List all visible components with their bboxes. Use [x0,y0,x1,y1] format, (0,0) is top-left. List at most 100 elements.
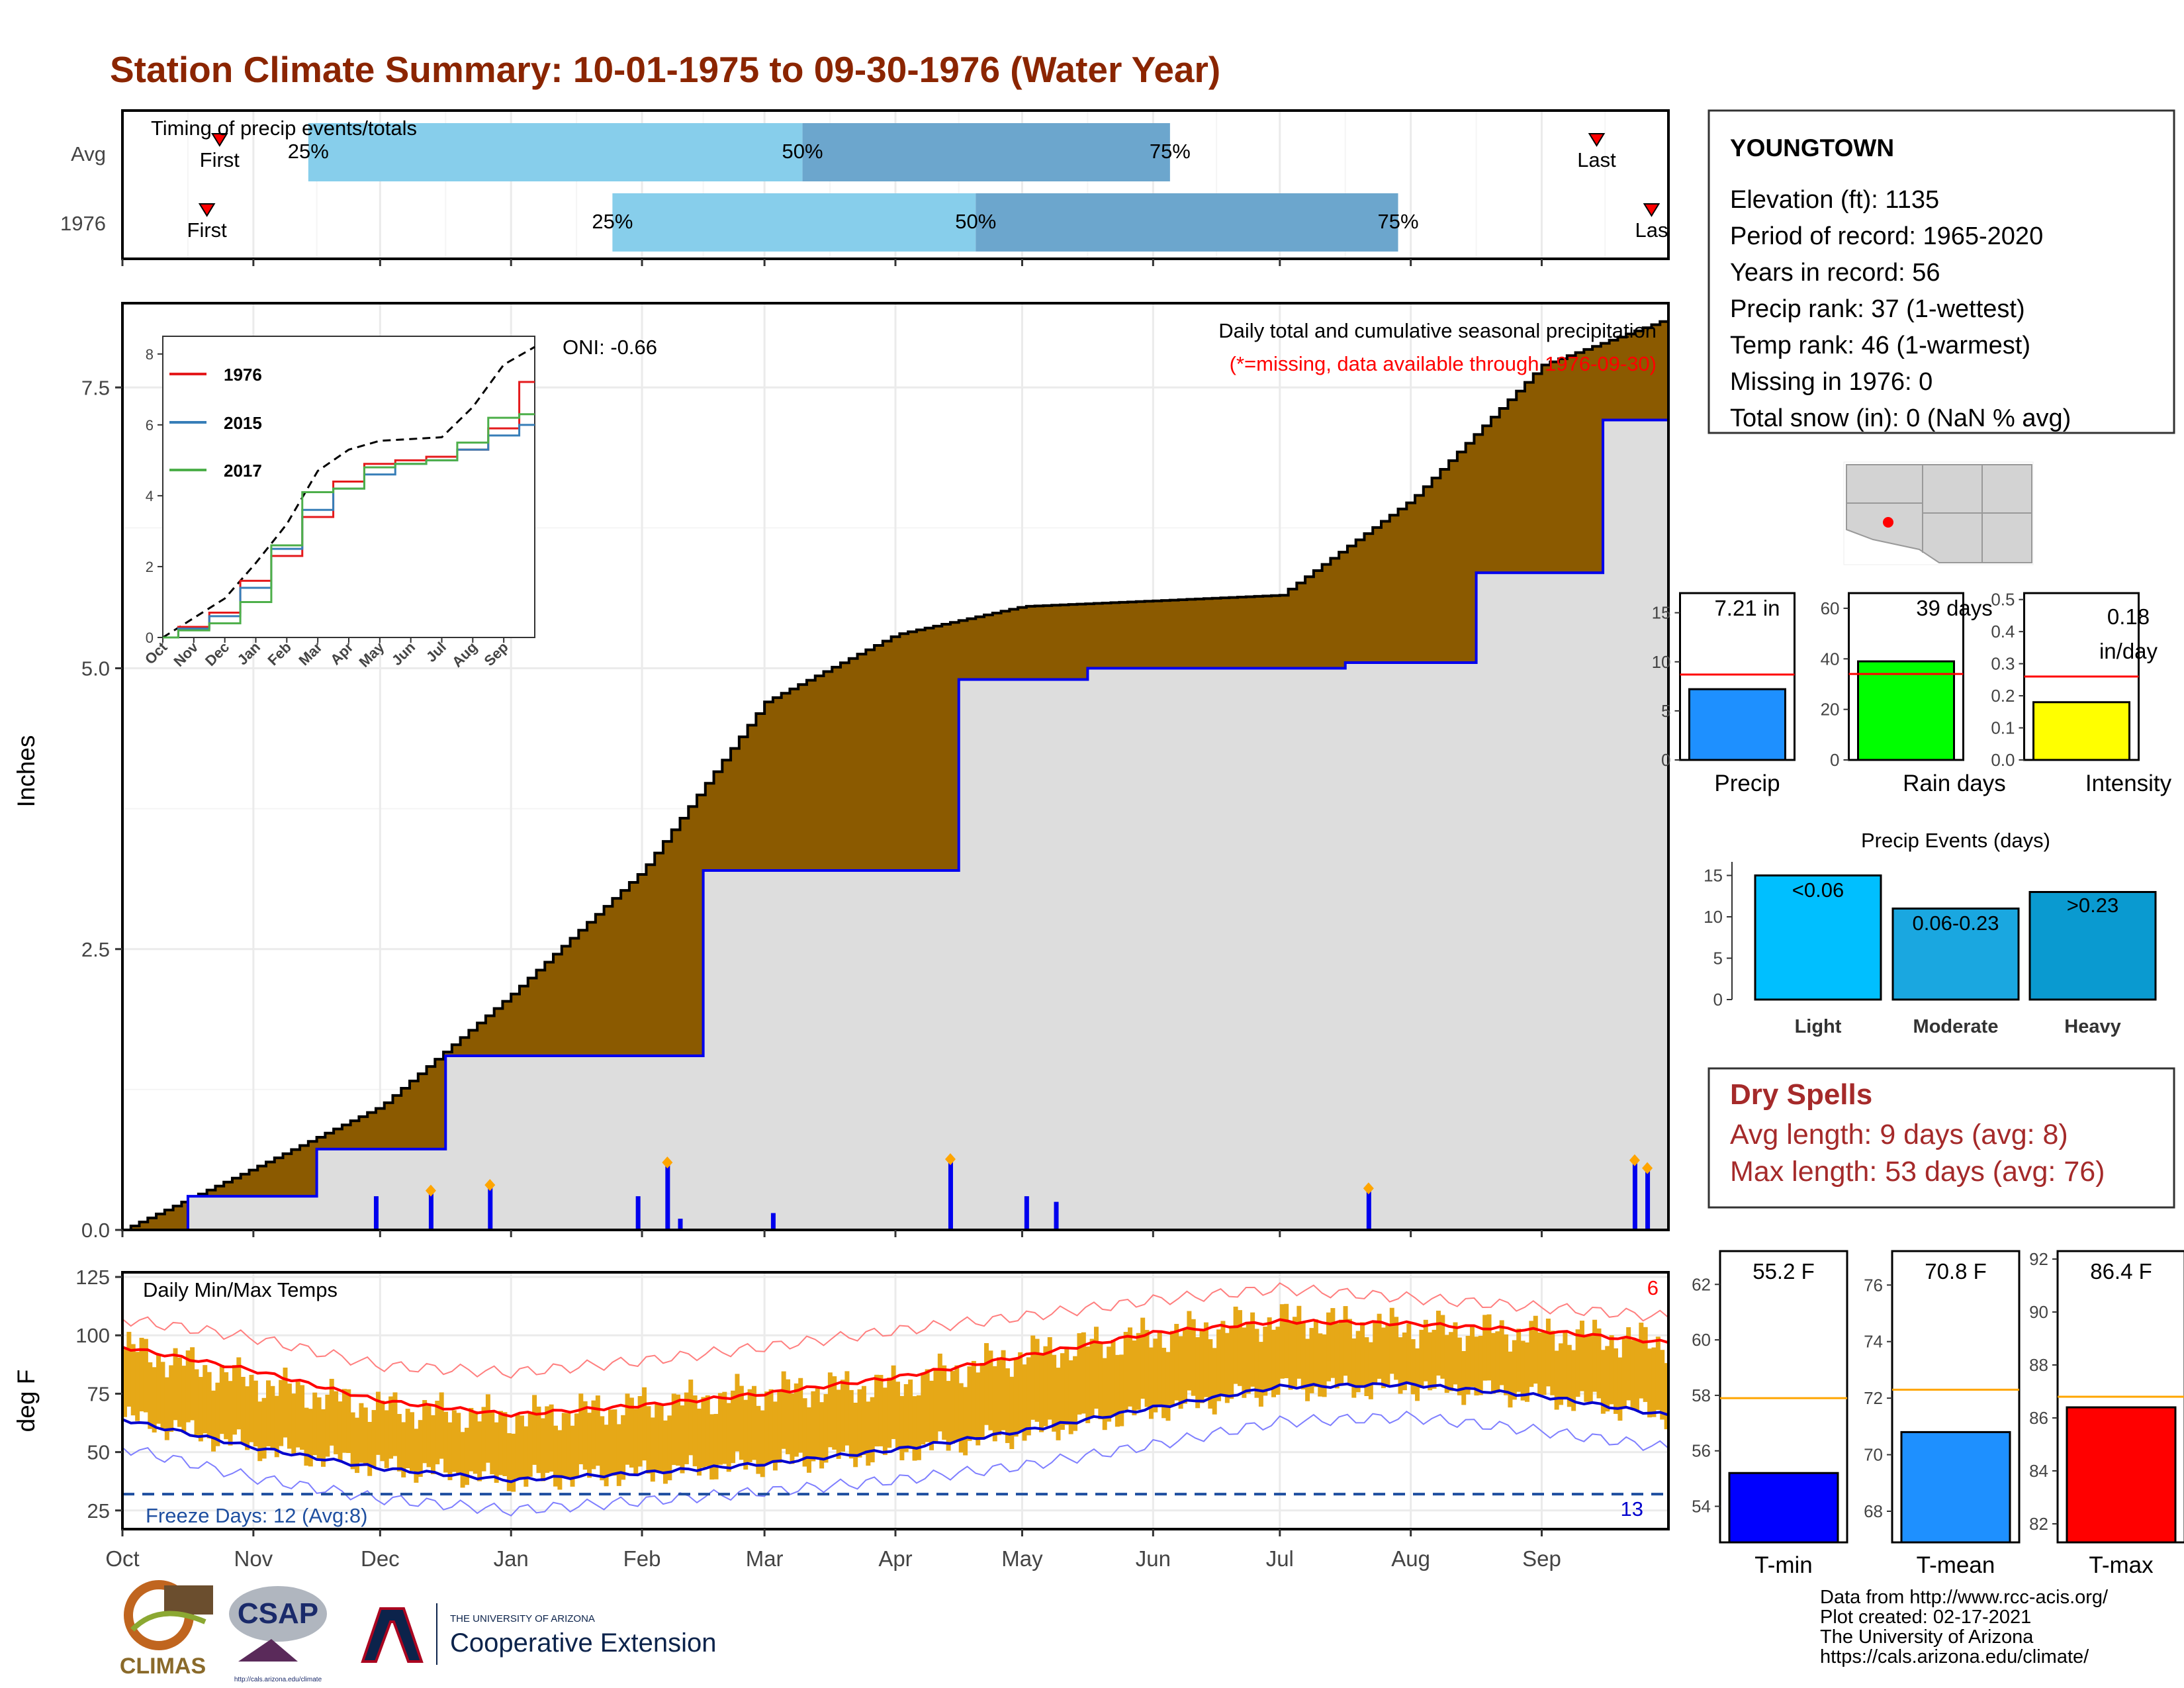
csap-logo: CSAP http://cals.arizona.edu/climate [229,1586,327,1683]
daily-precip-marker [1642,1162,1653,1174]
precip-y-label: Inches [13,735,40,807]
temp-bar-t-min [1728,1472,1839,1544]
daily-temp-bar [506,1433,512,1491]
daily-temp-bar [1347,1319,1352,1385]
daily-temp-bar [1499,1320,1504,1385]
daily-temp-bar [819,1402,825,1469]
daily-temp-bar [1144,1330,1150,1407]
daily-temp-bar [726,1403,731,1472]
daily-temp-bar [954,1365,960,1440]
daily-temp-bar [523,1426,529,1487]
daily-temp-bar [967,1366,972,1441]
daily-temp-bar [1508,1351,1513,1408]
station-precip-rank: Precip rank: 37 (1-wettest) [1730,295,2025,323]
daily-temp-bar [338,1401,343,1462]
inset-legend-2017: 2017 [224,461,262,481]
daily-temp-bar [958,1383,964,1453]
inset-y-tick-label: 8 [146,346,154,363]
daily-temp-bar [388,1396,394,1459]
daily-temp-bar [705,1395,710,1467]
daily-temp-bar [612,1409,617,1476]
daily-temp-bar [169,1365,174,1432]
daily-precip-bar [1632,1160,1637,1230]
month-tick-label: Nov [234,1546,273,1571]
daily-temp-bar [473,1411,478,1474]
daily-temp-bar [527,1412,533,1477]
daily-temp-bar [688,1380,694,1456]
temp-count-top: 6 [1647,1276,1659,1299]
daily-temp-bar [988,1350,993,1430]
daily-temp-bar [135,1352,140,1421]
daily-temp-bar [1385,1324,1390,1386]
daily-temp-bar [979,1362,985,1439]
daily-temp-bar [1647,1348,1653,1418]
mini-bar-label-precip: Precip [1714,771,1780,796]
daily-temp-bar [1229,1327,1234,1399]
daily-temp-bar [198,1377,203,1442]
daily-temp-bar [1334,1323,1340,1389]
daily-temp-bar [942,1365,947,1440]
temp-bar-y-tick-label: 82 [2029,1514,2048,1534]
inset-legend-1976: 1976 [224,365,262,385]
mini-bar-y-tick-label: 0 [1830,750,1839,770]
daily-temp-bar [1009,1376,1015,1450]
daily-temp-bar [1174,1323,1179,1401]
daily-temp-bar [1339,1319,1344,1386]
daily-temp-bar [1600,1350,1606,1414]
daily-temp-bar [874,1374,880,1447]
daily-temp-bar [848,1389,854,1459]
inset-frame [162,336,535,638]
temp-bar-value-tmin: 55.2 F [1752,1259,1815,1284]
daily-temp-bar [173,1348,178,1421]
daily-temp-bar [126,1331,132,1407]
daily-temp-bar [925,1369,930,1442]
daily-temp-bar [1191,1319,1196,1396]
daily-temp-bar [1435,1311,1441,1376]
daily-temp-bar [1089,1338,1095,1418]
daily-temp-bar [1132,1340,1137,1416]
daily-temp-bar [540,1418,545,1481]
events-label-heavy: Heavy [2064,1016,2120,1037]
daily-temp-bar [768,1389,774,1462]
station-period: Period of record: 1965-2020 [1730,222,2043,250]
daily-temp-bar [1001,1350,1006,1430]
daily-temp-bar [1107,1346,1112,1422]
daily-temp-bar [253,1380,258,1447]
daily-temp-bar [781,1371,786,1449]
daily-temp-bar [1559,1343,1564,1405]
daily-temp-bar [976,1372,981,1446]
daily-temp-bar [557,1430,563,1490]
daily-temp-bar [794,1383,799,1457]
daily-temp-bar [181,1366,187,1433]
mini-bar-y-tick-label: 0.2 [1991,686,2015,706]
daily-temp-bar [697,1408,702,1476]
daily-temp-bar [1377,1313,1382,1379]
events-y-tick-label: 15 [1704,866,1723,886]
temp-y-tick-label: 75 [87,1382,110,1405]
daily-temp-bar [866,1401,871,1466]
daily-temp-bar [371,1410,377,1468]
daily-temp-bar [1102,1358,1107,1430]
daily-temp-bar [1258,1342,1263,1407]
month-tick-label: Jul [1266,1546,1294,1571]
temp-bar-y-tick-label: 62 [1692,1274,1711,1294]
daily-temp-bar [1292,1317,1297,1387]
daily-temp-bar [1233,1306,1238,1384]
daily-temp-bar [853,1402,858,1468]
daily-temp-bar [1279,1304,1285,1379]
daily-temp-bar [185,1350,191,1423]
mini-bar-y-tick-label: 10 [1652,652,1671,672]
daily-precip-bar [428,1190,433,1230]
daily-temp-bar [646,1406,651,1474]
daily-temp-bar [325,1394,330,1457]
daily-temp-bar [1275,1327,1281,1395]
temp-bar-y-tick-label: 90 [2029,1302,2048,1322]
daily-temp-bar [1157,1331,1162,1407]
daily-temp-bar [1490,1333,1496,1394]
daily-temp-bar [203,1365,208,1434]
daily-temp-bar [320,1409,326,1467]
daily-temp-bar [790,1393,795,1464]
daily-temp-bar [447,1422,453,1481]
daily-temp-bar [827,1372,833,1448]
daily-temp-bar [545,1406,550,1474]
